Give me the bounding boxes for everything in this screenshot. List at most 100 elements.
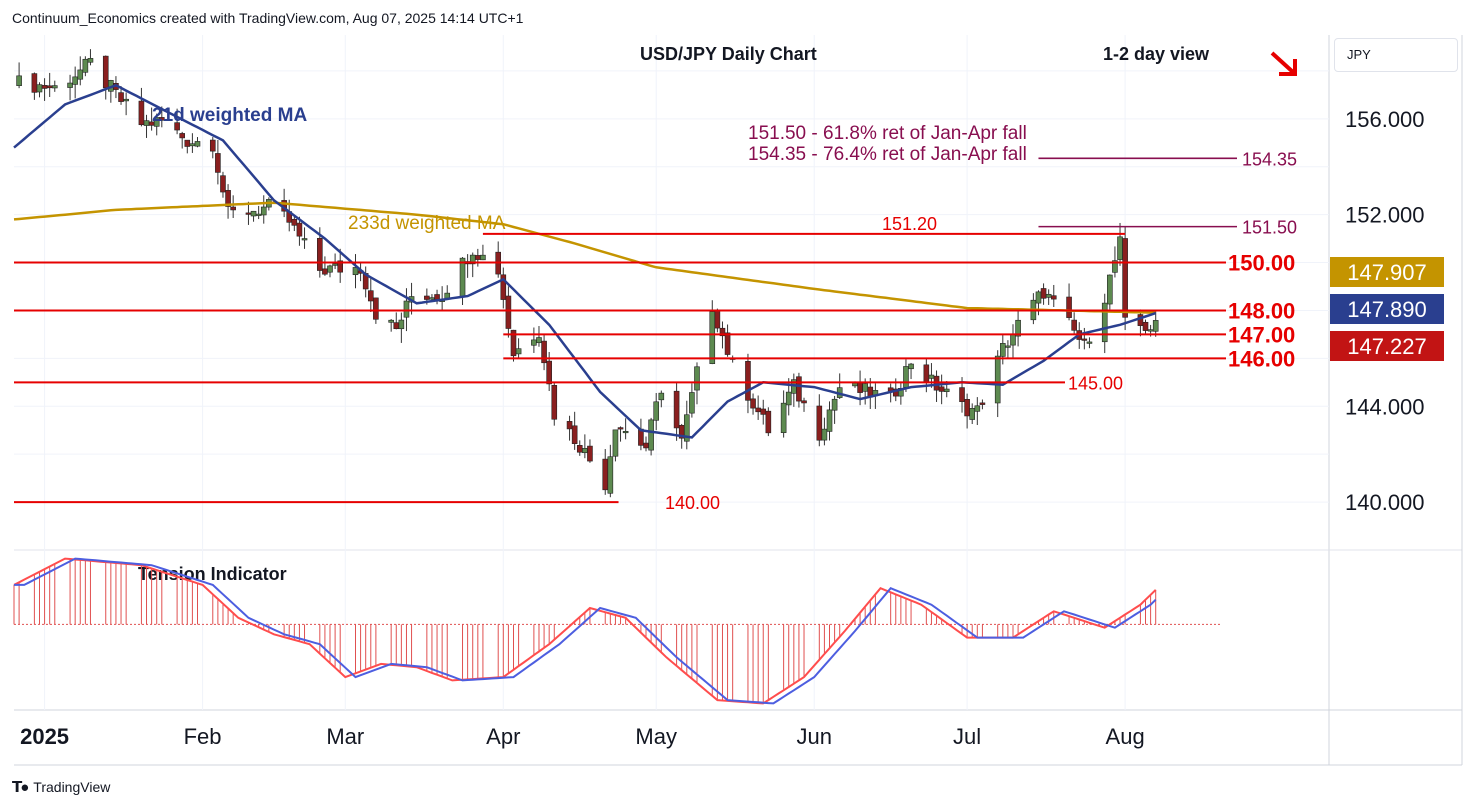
price-tick-label: 140.000 xyxy=(1345,490,1425,515)
candle-body xyxy=(480,254,486,261)
candle-body xyxy=(969,408,976,420)
price-tick-label: 152.000 xyxy=(1345,203,1425,228)
candle-body xyxy=(510,329,517,357)
candle-body xyxy=(582,448,588,454)
candle-body xyxy=(566,421,573,430)
candle-body xyxy=(1010,333,1016,346)
price-badge-label: 147.907 xyxy=(1347,260,1427,285)
chart-annotation: 154.35 - 76.4% ret of Jan-Apr fall xyxy=(748,144,1027,165)
price-tick-label: 144.000 xyxy=(1345,394,1425,419)
candle-body xyxy=(724,332,731,355)
level-label-147.00: 147.00 xyxy=(1228,322,1295,347)
time-tick-label: Aug xyxy=(1106,724,1145,749)
candle-body xyxy=(1035,291,1042,304)
candle-body xyxy=(153,117,160,127)
candle-body xyxy=(123,98,129,102)
candle-body xyxy=(857,382,863,393)
level-label-140.00: 140.00 xyxy=(665,493,720,513)
candle-body xyxy=(643,442,649,449)
time-tick-label: Feb xyxy=(184,724,222,749)
candle-body xyxy=(505,295,512,329)
candle-body xyxy=(760,408,767,415)
tension-blue-line xyxy=(14,557,1157,705)
candle-body xyxy=(602,458,609,491)
candle-body xyxy=(1081,338,1088,341)
candle-body xyxy=(1112,260,1118,273)
time-tick-label: 2025 xyxy=(20,724,69,749)
candle-body xyxy=(367,290,374,302)
candle-body xyxy=(138,100,145,126)
candle-body xyxy=(673,390,680,429)
candle-body xyxy=(500,274,507,300)
candle-body xyxy=(337,260,344,273)
tension-red-line xyxy=(13,557,1157,705)
candle-body xyxy=(301,238,308,241)
candle-body xyxy=(174,122,180,131)
symbol-label: JPY xyxy=(1347,47,1371,62)
time-tick-label: May xyxy=(635,724,677,749)
candle-body xyxy=(1050,295,1057,300)
candle-body xyxy=(587,445,593,462)
symbol-box[interactable]: JPY xyxy=(1334,38,1458,72)
level-label-154.35: 154.35 xyxy=(1242,149,1297,169)
candle-body xyxy=(943,388,950,392)
candle-body xyxy=(938,386,945,392)
candle-body xyxy=(225,190,231,207)
candle-body xyxy=(1101,302,1108,343)
candle-body xyxy=(974,405,981,412)
candle-body xyxy=(327,265,333,273)
candle-body xyxy=(959,387,965,402)
candle-body xyxy=(102,55,109,89)
candle-body xyxy=(653,401,660,421)
candle-body xyxy=(184,139,191,147)
candle-body xyxy=(260,206,267,216)
candle-body xyxy=(780,402,787,433)
candle-body xyxy=(250,210,257,217)
candle-body xyxy=(296,222,303,237)
candle-body xyxy=(118,92,124,102)
price-badge: 147.907 xyxy=(1330,257,1444,287)
candle-body xyxy=(536,337,542,344)
candle-body xyxy=(999,343,1006,357)
candle-body xyxy=(928,374,935,379)
candle-body xyxy=(923,364,930,383)
candle-body xyxy=(220,175,226,193)
candle-body xyxy=(16,75,22,86)
candle-body xyxy=(159,117,165,121)
candle-body xyxy=(77,69,84,80)
candle-body xyxy=(765,410,772,434)
candle-body xyxy=(291,218,298,226)
candle-body xyxy=(373,297,379,320)
down-right-arrow-icon xyxy=(1270,51,1297,76)
candle-body xyxy=(821,428,828,441)
candle-body xyxy=(82,58,89,73)
candle-body xyxy=(546,360,552,385)
candle-body xyxy=(332,263,338,266)
tradingview-brand[interactable]: 𝗧● TradingView xyxy=(12,778,110,796)
price-badge-bg xyxy=(1330,331,1444,361)
candle-body xyxy=(658,392,665,401)
candle-body xyxy=(1040,288,1047,299)
candle-body xyxy=(46,85,53,89)
level-label-150.00: 150.00 xyxy=(1228,251,1295,276)
candle-body xyxy=(434,294,440,300)
price-tick-label: 156.000 xyxy=(1345,107,1425,132)
view-label: 1-2 day view xyxy=(1103,44,1210,64)
candle-body xyxy=(1015,319,1021,337)
candle-body xyxy=(785,391,792,406)
candle-body xyxy=(230,206,236,211)
candle-body xyxy=(424,295,430,300)
candle-body xyxy=(801,400,807,404)
candle-body xyxy=(31,73,38,93)
candle-body xyxy=(862,383,868,392)
level-label-151.20: 151.20 xyxy=(882,214,937,234)
candle-body xyxy=(1137,314,1144,326)
price-badge: 147.890 xyxy=(1330,294,1444,324)
time-tick-label: Apr xyxy=(486,724,520,749)
candle-body xyxy=(1045,293,1052,298)
price-badge-label: 147.227 xyxy=(1347,334,1427,359)
candle-body xyxy=(1142,321,1149,331)
candle-body xyxy=(245,212,252,215)
arrow-head xyxy=(1279,59,1297,76)
